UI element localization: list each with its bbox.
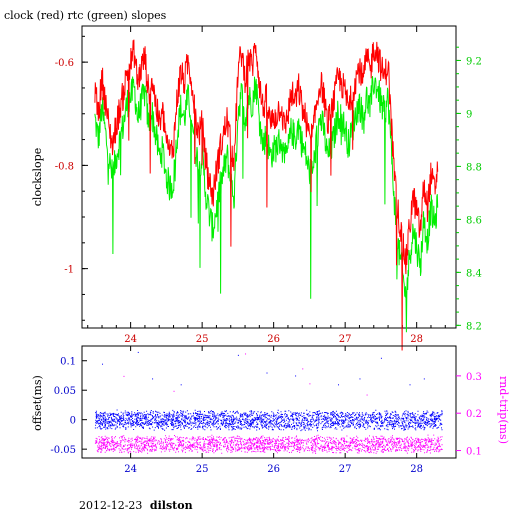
bottom-plot-ticks: 24 25 26 27 28 -0.05 0 0.05 0.1 0.1 0.2 0.3 (50, 346, 482, 475)
rndtrip-outlier-point (366, 394, 368, 396)
top-xtick-label: 24 (124, 334, 137, 345)
top-ytick-label: -0.6 (55, 58, 74, 69)
clock-series-line (94, 39, 439, 351)
y-axis-label-offset: offset(ms) (31, 375, 44, 431)
offset-outlier-point (102, 363, 104, 365)
offset-outlier-point (423, 378, 425, 380)
top-plot-series (94, 39, 439, 351)
rndtrip-outlier-point (123, 375, 125, 377)
offset-outlier-point (152, 378, 154, 380)
chart-title: clock (red) rtc (green) slopes (4, 9, 167, 22)
offset-outlier-point (180, 384, 182, 386)
top-ytick-label: -1 (64, 265, 74, 276)
bottom-plot-series (94, 351, 443, 454)
top-ytick-label: -0.8 (55, 161, 74, 172)
footer-date: 2012-12-23 (79, 499, 142, 512)
rndtrip-outlier-point (173, 390, 175, 392)
bottom-y2tick-label: 0.3 (466, 372, 482, 383)
bottom-xtick-label: 28 (410, 464, 423, 475)
bottom-y2tick-label: 0.1 (466, 447, 482, 458)
y-axis-label-clockslope: clockslope (31, 148, 44, 206)
top-y2tick-label: 9 (466, 109, 472, 120)
bottom-plot-frame (81, 345, 457, 459)
top-y2tick-label: 8.4 (466, 268, 482, 279)
offset-outlier-point (137, 351, 139, 353)
offset-outlier-point (380, 357, 382, 359)
top-y2tick-label: 9.2 (466, 56, 482, 67)
bottom-y2tick-label: 0.2 (466, 409, 482, 420)
offset-points (94, 409, 443, 432)
top-xtick-label: 28 (410, 334, 423, 345)
bottom-xtick-label: 25 (196, 464, 209, 475)
offset-outlier-point (266, 372, 268, 374)
top-xtick-label: 25 (196, 334, 209, 345)
bottom-ytick-label: -0.05 (50, 445, 76, 456)
top-y2tick-label: 8.6 (466, 215, 482, 226)
offset-outlier-point (359, 378, 361, 380)
footer: 2012-12-23 dilston (79, 499, 193, 512)
bottom-xtick-label: 27 (339, 464, 352, 475)
rndtrip-points (94, 434, 443, 454)
rndtrip-outlier-point (302, 368, 304, 370)
rndtrip-outlier-point (309, 383, 311, 385)
top-y2tick-label: 8.2 (466, 321, 482, 332)
top-plot-ticks: 24 25 26 27 28 -0.6 -0.8 -1 8.2 8.4 8.6 8.8 9 9.2 (55, 26, 482, 345)
offset-outlier-point (409, 384, 411, 386)
footer-host: dilston (150, 499, 193, 512)
top-xtick-label: 27 (339, 334, 352, 345)
bottom-ytick-label: 0 (70, 416, 76, 427)
offset-outlier-point (237, 354, 239, 356)
bottom-xtick-label: 26 (267, 464, 280, 475)
top-y2tick-label: 8.8 (466, 162, 482, 173)
bottom-ytick-label: 0.1 (60, 357, 76, 368)
offset-outlier-point (338, 384, 340, 386)
top-xtick-label: 26 (267, 334, 280, 345)
bottom-xtick-label: 24 (124, 464, 137, 475)
bottom-ytick-label: 0.05 (54, 386, 76, 397)
top-plot-frame (81, 25, 457, 329)
rndtrip-outlier-point (245, 353, 247, 355)
y2-axis-label-rndtrip: rnd-trip(ms) (497, 376, 510, 444)
offset-outlier-point (295, 375, 297, 377)
